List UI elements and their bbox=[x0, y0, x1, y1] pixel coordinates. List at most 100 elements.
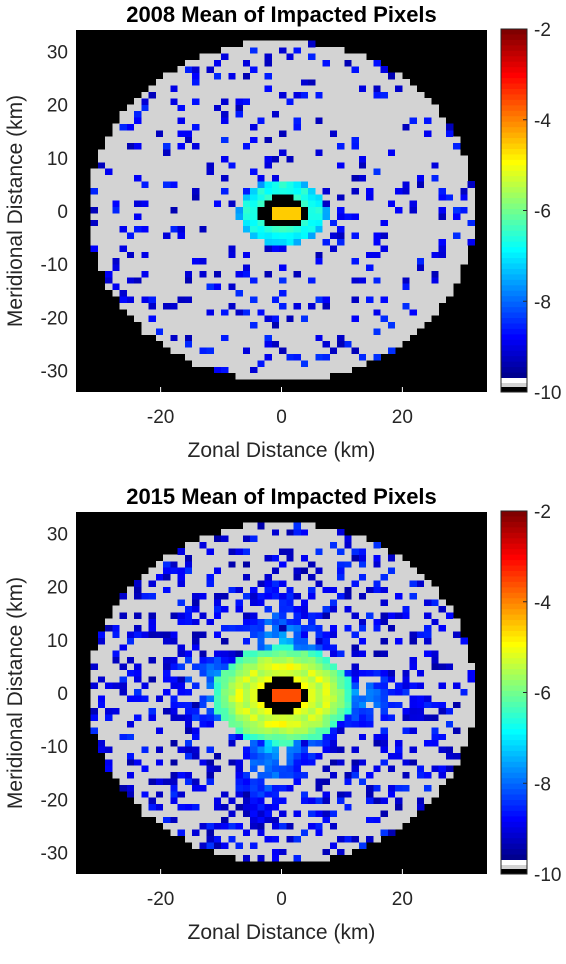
heatmap-cell bbox=[170, 98, 178, 105]
heatmap-cell bbox=[126, 117, 135, 124]
heatmap-cell bbox=[453, 155, 461, 163]
heatmap-cell bbox=[308, 739, 316, 747]
heatmap-cell bbox=[445, 714, 454, 721]
heatmap-cell bbox=[402, 567, 410, 575]
heatmap-cell bbox=[416, 790, 425, 798]
heatmap-cell bbox=[177, 340, 186, 348]
heatmap-cell bbox=[177, 778, 186, 785]
heatmap-cell bbox=[105, 669, 113, 677]
heatmap-cell bbox=[141, 117, 149, 124]
heatmap-cell bbox=[467, 232, 476, 239]
heatmap-cell bbox=[387, 739, 396, 747]
heatmap-cell bbox=[366, 142, 374, 150]
heatmap-cell bbox=[271, 548, 280, 555]
heatmap-cell bbox=[344, 605, 352, 613]
heatmap-cell bbox=[213, 727, 222, 734]
heatmap-cell bbox=[424, 752, 432, 760]
heatmap-cell bbox=[119, 155, 128, 163]
heatmap-cell bbox=[235, 123, 244, 131]
heatmap-cell bbox=[329, 117, 338, 124]
heatmap-cell bbox=[242, 245, 251, 252]
heatmap-cell bbox=[221, 541, 229, 549]
heatmap-cell bbox=[315, 714, 323, 721]
heatmap-cell bbox=[221, 155, 229, 163]
heatmap-cell bbox=[177, 225, 186, 233]
heatmap-cell bbox=[308, 784, 316, 792]
heatmap-cell bbox=[126, 289, 135, 297]
heatmap-cell bbox=[373, 695, 381, 702]
heatmap-cell bbox=[358, 816, 367, 824]
y-tick-label: 0 bbox=[57, 684, 68, 705]
heatmap-cell bbox=[351, 289, 360, 297]
heatmap-cell bbox=[366, 270, 374, 278]
heatmap-cell bbox=[286, 219, 294, 227]
heatmap-cell bbox=[329, 746, 338, 753]
heatmap-cell bbox=[126, 714, 135, 721]
heatmap-cell bbox=[416, 707, 425, 715]
heatmap-cell bbox=[126, 110, 135, 118]
heatmap-cell bbox=[416, 110, 425, 118]
heatmap-cell bbox=[315, 682, 323, 690]
heatmap-cell bbox=[206, 592, 215, 600]
heatmap-cell bbox=[373, 637, 381, 645]
heatmap-cell bbox=[416, 308, 425, 316]
heatmap-cell bbox=[445, 283, 454, 291]
heatmap-cell bbox=[300, 193, 309, 201]
heatmap-cell bbox=[134, 200, 142, 208]
heatmap-cell bbox=[250, 40, 258, 48]
heatmap-cell bbox=[221, 277, 229, 284]
heatmap-cell bbox=[424, 264, 432, 271]
heatmap-cell bbox=[271, 790, 280, 798]
heatmap-cell bbox=[329, 592, 338, 600]
x-tick-label: 20 bbox=[392, 407, 413, 428]
heatmap-cell bbox=[409, 688, 418, 696]
heatmap-cell bbox=[286, 225, 294, 233]
heatmap-cell bbox=[366, 637, 374, 645]
heatmap-cell bbox=[148, 264, 157, 271]
heatmap-cell bbox=[351, 701, 360, 709]
heatmap-cell bbox=[395, 752, 403, 760]
heatmap-cell bbox=[467, 701, 476, 709]
heatmap-cell bbox=[344, 347, 352, 354]
heatmap-cell bbox=[206, 257, 215, 265]
heatmap-cell bbox=[351, 688, 360, 696]
heatmap-cell bbox=[257, 238, 265, 246]
heatmap-cell bbox=[373, 277, 381, 284]
heatmap-cell bbox=[380, 66, 389, 73]
heatmap-cell bbox=[97, 701, 106, 709]
heatmap-cell bbox=[271, 765, 280, 773]
heatmap-cell bbox=[271, 688, 280, 696]
heatmap-cell bbox=[221, 733, 229, 741]
heatmap-cell bbox=[286, 72, 294, 80]
heatmap-cell bbox=[170, 155, 178, 163]
heatmap-cell bbox=[344, 238, 352, 246]
heatmap-cell bbox=[453, 257, 461, 265]
heatmap-cell bbox=[329, 669, 338, 677]
heatmap-cell bbox=[228, 688, 236, 696]
heatmap-cell bbox=[344, 765, 352, 773]
heatmap-cell bbox=[402, 586, 410, 594]
heatmap-cell bbox=[221, 47, 229, 54]
heatmap-cell bbox=[322, 835, 331, 843]
heatmap-cell bbox=[329, 548, 338, 555]
heatmap-cell bbox=[177, 264, 186, 271]
colorbar-tick-label: -4 bbox=[534, 111, 551, 132]
heatmap-cell bbox=[257, 586, 265, 594]
heatmap-cell bbox=[184, 245, 193, 252]
heatmap-cell bbox=[286, 752, 294, 760]
heatmap-cell bbox=[177, 675, 186, 683]
heatmap-cell bbox=[431, 296, 439, 303]
heatmap-cell bbox=[228, 360, 236, 367]
heatmap-cell bbox=[257, 803, 265, 811]
heatmap-cell bbox=[155, 264, 164, 271]
heatmap-cell bbox=[337, 155, 345, 163]
heatmap-cell bbox=[279, 848, 287, 856]
heatmap-cell bbox=[445, 213, 454, 220]
heatmap-cell bbox=[134, 663, 142, 670]
heatmap-cell bbox=[213, 778, 222, 785]
heatmap-cell bbox=[134, 289, 142, 297]
heatmap-cell bbox=[213, 238, 222, 246]
heatmap-cell bbox=[409, 573, 418, 581]
heatmap-cell bbox=[206, 200, 215, 208]
heatmap-cell bbox=[199, 816, 207, 824]
